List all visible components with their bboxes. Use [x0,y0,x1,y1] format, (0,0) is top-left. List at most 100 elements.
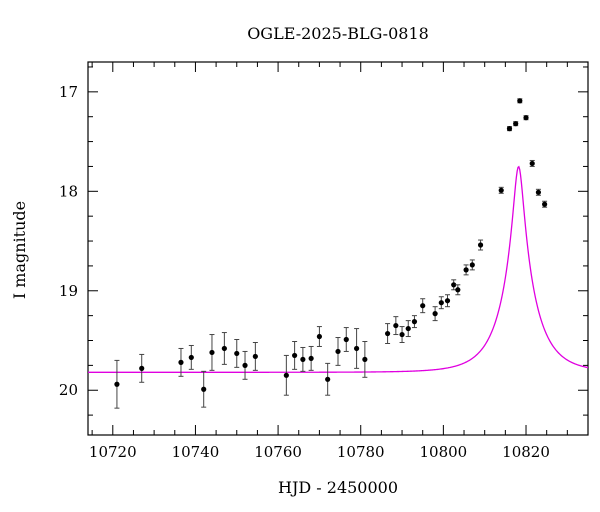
point-marker [300,356,306,363]
point-marker [405,325,411,332]
point-marker [178,359,184,365]
data-point [384,323,391,344]
point-marker [535,189,542,195]
point-marker [420,303,426,309]
data-point [201,370,207,408]
data-point [242,350,248,380]
point-marker [463,267,469,273]
data-point [432,306,438,322]
point-marker [498,187,504,193]
data-point [325,362,331,396]
point-marker [201,386,207,392]
y-tick-label: 18 [59,182,78,200]
point-marker [411,319,418,325]
data-point [178,347,184,377]
data-point [399,326,405,343]
chart-title: OGLE-2025-BLG-0818 [247,24,429,43]
point-marker [523,115,529,121]
point-marker [529,160,535,167]
data-point [221,332,227,365]
data-point [283,354,289,396]
data-points [114,98,548,409]
data-point [139,353,145,383]
y-tick-label: 19 [59,282,78,300]
data-point [535,188,542,196]
point-marker [506,126,513,132]
data-point [523,115,529,121]
point-marker [234,350,240,357]
point-marker [114,381,120,387]
data-point [316,326,323,347]
point-marker [384,330,391,337]
data-point [455,284,461,296]
x-tick-labels: 10720 10740 10760 10780 10800 10820 [89,443,550,461]
y-axis-title: I magnitude [10,201,29,299]
x-tick-label: 10820 [502,443,550,461]
data-point [411,315,418,329]
point-marker [242,362,248,368]
point-marker [353,345,360,352]
data-point [444,294,451,308]
x-tick-label: 10780 [337,443,385,461]
point-marker [252,353,258,360]
data-point [308,345,314,371]
data-point [353,328,360,369]
data-point [300,346,306,372]
point-marker [343,336,349,343]
data-point [542,200,548,208]
x-tick-label: 10720 [89,443,137,461]
data-point [335,337,341,366]
point-marker [292,352,298,359]
x-tick-label: 10800 [420,443,468,461]
point-marker [325,376,331,382]
point-marker [469,262,475,268]
point-marker [444,298,451,304]
data-point [477,239,484,251]
data-point [405,320,411,338]
point-marker [513,121,519,127]
data-point [463,264,469,276]
data-point [498,186,504,194]
data-point [114,359,120,409]
data-point [252,341,258,371]
point-marker [335,348,341,355]
data-point [529,159,535,167]
point-marker [188,354,194,361]
point-marker [221,345,227,352]
data-point [469,259,475,271]
data-point [506,126,513,132]
point-marker [451,282,457,288]
data-point [438,296,444,310]
y-tick-label: 20 [59,381,78,399]
point-marker [362,356,368,363]
data-point [420,298,426,314]
point-marker [399,331,405,338]
axis-ticks [88,62,589,435]
y-tick-labels: 17 18 19 20 [59,83,78,399]
point-marker [139,365,145,371]
point-marker [308,355,314,362]
data-point [513,121,519,127]
data-point [234,339,240,368]
data-point [343,327,349,352]
plot-frame [87,61,589,436]
x-tick-label: 10760 [254,443,302,461]
point-marker [316,333,323,340]
point-marker [542,201,548,207]
data-point [209,334,215,371]
point-marker [517,98,523,104]
point-marker [438,300,444,306]
model-curve [88,165,588,373]
point-marker [393,322,399,329]
x-tick-label: 10740 [172,443,220,461]
point-marker [477,242,484,248]
data-point [517,98,523,104]
point-marker [209,349,215,356]
data-point [292,341,298,370]
data-point [393,316,399,336]
point-marker [432,311,438,317]
data-point [188,344,194,370]
y-tick-label: 17 [59,83,78,101]
point-marker [455,287,461,293]
